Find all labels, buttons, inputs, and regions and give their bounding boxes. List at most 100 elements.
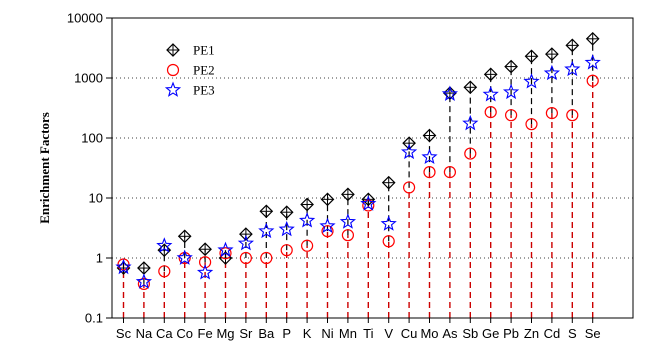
point-pe1 [320,192,335,207]
point-pe3 [319,217,336,234]
point-pe3 [543,64,561,81]
point-pe1 [239,227,253,241]
legend-label-pe1: PE1 [193,43,215,58]
point-pe2 [137,277,150,291]
x-tick-label: Sb [462,326,478,341]
point-pe3 [298,212,316,228]
point-pe1 [585,31,600,46]
x-tick-label: V [384,326,393,341]
point-pe1 [402,136,416,151]
y-axis-ticks: 0.1 1 10 100 1000 10000 [67,11,112,326]
point-pe3 [217,241,234,258]
point-pe3 [380,215,397,231]
point-pe2 [443,166,456,179]
x-tick-label: Cu [401,326,418,341]
x-tick-label: Cd [544,326,561,341]
point-pe3 [421,148,438,165]
point-pe3 [584,54,601,70]
point-pe2 [260,251,273,265]
point-pe1 [279,205,294,220]
point-pe2 [321,225,334,238]
point-pe1 [259,204,274,219]
point-pe2 [525,118,538,131]
x-tick-label: Se [585,326,601,341]
x-tick-label: Co [176,326,193,341]
point-pe2 [301,239,314,252]
point-pe1 [341,187,355,202]
legend: PE1 PE2 PE3 [164,43,215,98]
point-pe2 [362,199,375,212]
point-pe2 [158,265,171,278]
point-pe1 [504,59,518,74]
point-pe3 [462,114,479,131]
legend-marker-pe1 [166,43,180,57]
point-pe2 [403,181,416,194]
point-pe1 [565,38,580,53]
point-pe2 [484,106,497,119]
data-markers [115,31,601,291]
stem-lines [122,38,594,318]
x-tick-label: Ti [363,326,373,341]
point-pe1 [524,49,539,64]
point-pe3 [482,86,499,102]
y-tick-label: 0.1 [85,311,103,326]
y-axis-label: Enrichment Factors [37,112,52,224]
point-pe3 [258,222,275,239]
point-pe3 [115,258,132,275]
y-tick-label: 10000 [67,11,103,26]
point-pe3 [278,220,295,237]
x-tick-label: Zn [524,326,539,341]
point-pe1 [463,80,478,95]
point-pe1 [483,67,498,82]
point-pe3 [135,273,153,289]
point-pe1 [422,128,437,143]
x-tick-label: Sr [239,326,253,341]
point-pe1 [300,197,314,212]
point-pe2 [464,147,477,160]
x-tick-label: Mg [216,326,234,341]
x-tick-label: Fe [198,326,213,341]
point-pe3 [156,237,173,253]
point-pe3 [360,195,377,211]
x-tick-label: S [568,326,577,341]
point-pe2 [423,166,436,179]
point-pe2 [545,107,559,120]
point-pe2 [199,256,212,269]
point-pe2 [280,244,293,257]
point-pe3 [196,264,214,280]
x-tick-label: Sc [116,326,132,341]
point-pe3 [176,249,193,265]
point-pe1 [381,175,396,190]
point-pe1 [198,242,212,257]
point-pe2 [239,251,252,265]
point-pe3 [502,83,520,100]
point-pe2 [505,109,518,122]
y-tick-label: 10 [89,191,103,206]
point-pe3 [441,85,459,101]
legend-label-pe3: PE3 [193,83,215,98]
x-tick-label: Ge [482,326,499,341]
point-pe2 [341,229,354,242]
x-tick-label: Na [136,326,153,341]
legend-label-pe2: PE2 [193,63,215,78]
y-tick-label: 1000 [74,71,103,86]
point-pe3 [400,143,418,160]
x-tick-label: Pb [503,326,519,341]
point-pe1 [137,261,151,275]
y-tick-label: 100 [81,131,103,146]
point-pe1 [545,47,559,61]
x-tick-label: Ba [258,326,275,341]
point-pe3 [523,73,540,89]
x-tick-label: Ni [321,326,333,341]
legend-marker-pe2 [166,63,180,77]
plot-frame [111,17,634,319]
x-tick-label: Mo [420,326,438,341]
x-tick-label: K [303,326,312,341]
point-pe2 [566,109,579,122]
point-pe2 [382,235,395,248]
point-pe3 [237,234,255,251]
point-pe3 [564,60,581,77]
point-pe1 [177,229,192,244]
grid-lines [112,77,633,259]
